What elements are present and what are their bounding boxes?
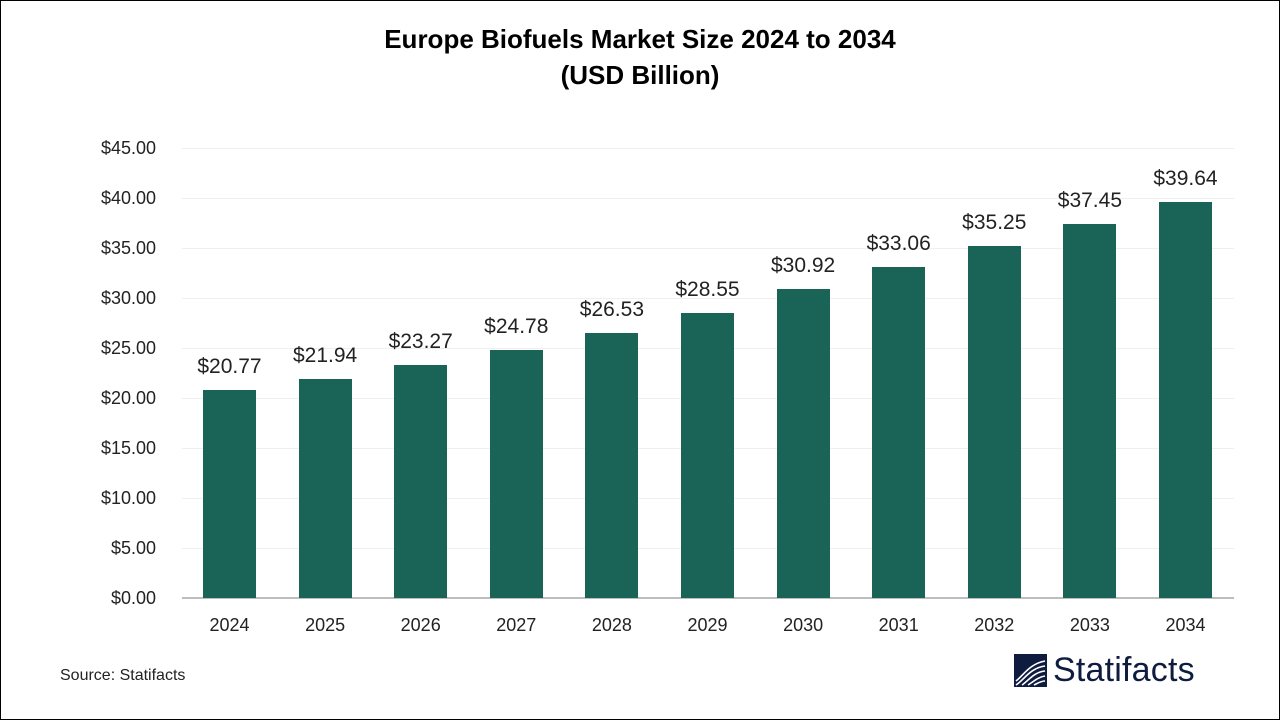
gridline — [182, 148, 1234, 149]
bar-2030 — [776, 288, 830, 598]
bar-2026 — [394, 365, 448, 598]
x-tick-label: 2029 — [687, 615, 728, 635]
gridline — [182, 198, 1234, 199]
statifacts-logo-text: Statifacts — [1053, 651, 1195, 689]
gridline — [182, 248, 1234, 249]
bar-2027 — [489, 350, 543, 598]
bar-2028 — [585, 332, 639, 598]
y-tick-label: $35.00 — [100, 238, 156, 258]
bar-2033 — [1063, 223, 1117, 598]
y-tick-label: $45.00 — [100, 138, 156, 158]
bar-value-label: $35.25 — [962, 210, 1027, 234]
bar-value-label: $30.92 — [770, 253, 836, 277]
bar-2032 — [967, 245, 1021, 598]
y-tick-label: $0.00 — [110, 588, 156, 608]
bar-value-label: $24.78 — [484, 315, 549, 339]
x-tick-label: 2030 — [783, 615, 824, 635]
bar-value-label: $39.64 — [1153, 166, 1218, 190]
bar-value-label: $21.94 — [292, 343, 358, 367]
chart-subtitle: (USD Billion) — [560, 60, 720, 90]
y-tick-label: $15.00 — [100, 438, 156, 458]
gridline — [182, 298, 1234, 299]
x-tick-label: 2031 — [878, 615, 919, 635]
x-tick-label: 2032 — [974, 615, 1015, 635]
bar-2024 — [203, 390, 256, 598]
bar-value-label: $37.45 — [1057, 188, 1122, 212]
y-tick-label: $20.00 — [100, 388, 156, 408]
y-tick-label: $10.00 — [100, 488, 156, 508]
source-note: Source: Statifacts — [60, 667, 186, 684]
bar-2034 — [1159, 201, 1212, 598]
statifacts-logo: Statifacts — [1014, 652, 1195, 688]
bar-value-label: $20.77 — [197, 355, 262, 379]
y-tick-label: $5.00 — [110, 538, 156, 558]
statifacts-logo-icon — [1014, 653, 1047, 687]
x-axis-line — [182, 597, 1234, 599]
x-tick-label: 2028 — [591, 615, 632, 635]
chart-title: Europe Biofuels Market Size 2024 to 2034 — [384, 24, 896, 54]
x-tick-label: 2027 — [496, 615, 537, 635]
x-tick-label: 2025 — [305, 615, 346, 635]
x-tick-label: 2033 — [1069, 615, 1110, 635]
bar-value-label: $26.53 — [579, 297, 644, 321]
bar-value-label: $28.55 — [675, 277, 740, 301]
y-tick-label: $25.00 — [100, 338, 156, 358]
y-tick-label: $40.00 — [100, 188, 156, 208]
bar-2031 — [872, 267, 926, 598]
x-tick-label: 2024 — [209, 615, 250, 635]
x-tick-label: 2026 — [400, 615, 441, 635]
bar-value-label: $23.27 — [388, 330, 453, 354]
bar-2025 — [298, 378, 352, 598]
bar-2029 — [681, 312, 734, 598]
x-tick-label: 2034 — [1165, 615, 1206, 635]
bar-value-label: $33.06 — [866, 232, 931, 256]
y-tick-label: $30.00 — [100, 288, 156, 308]
